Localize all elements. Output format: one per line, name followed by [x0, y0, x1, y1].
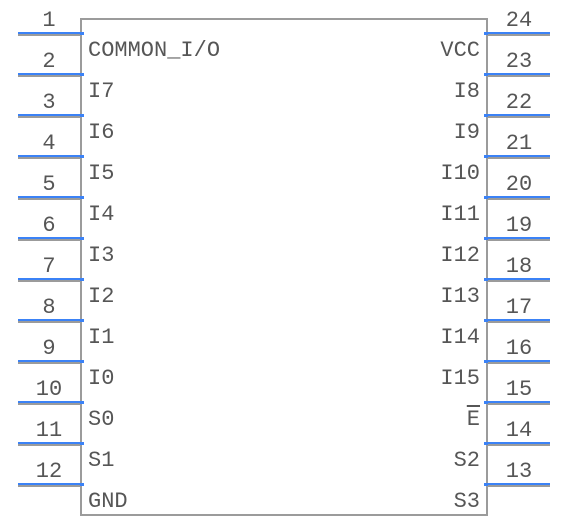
pin-underline	[18, 116, 80, 118]
pin-underline	[488, 280, 550, 282]
pin-number: 13	[488, 459, 550, 484]
pin-underline	[18, 239, 80, 241]
pin-underline	[488, 116, 550, 118]
pin-label: S3	[454, 489, 480, 514]
pin-underline	[488, 239, 550, 241]
pin-label: I12	[440, 243, 480, 268]
pin-label: I0	[88, 366, 114, 391]
pin-label: I4	[88, 202, 114, 227]
pin-label: S0	[88, 407, 114, 432]
pin-label: I13	[440, 284, 480, 309]
pin-underline	[18, 157, 80, 159]
pin-label: I8	[454, 79, 480, 104]
pin-label: S1	[88, 448, 114, 473]
pin-underline	[18, 485, 80, 487]
pin-number: 24	[488, 8, 550, 33]
pin-number: 11	[18, 418, 80, 443]
pin-underline	[18, 403, 80, 405]
pin-number: 4	[18, 131, 80, 156]
pin-underline	[18, 198, 80, 200]
pin-label: I11	[440, 202, 480, 227]
pin-label: I9	[454, 120, 480, 145]
pin-number: 23	[488, 49, 550, 74]
pin-number: 9	[18, 336, 80, 361]
pin-number: 6	[18, 213, 80, 238]
pin-number: 14	[488, 418, 550, 443]
pin-underline	[18, 34, 80, 36]
pin-underline	[488, 485, 550, 487]
pin-number: 22	[488, 90, 550, 115]
pin-label: I2	[88, 284, 114, 309]
pin-number: 20	[488, 172, 550, 197]
pin-label: GND	[88, 489, 128, 514]
pin-number: 7	[18, 254, 80, 279]
pin-number: 12	[18, 459, 80, 484]
pin-underline	[488, 34, 550, 36]
pin-underline	[488, 403, 550, 405]
pin-label: I6	[88, 120, 114, 145]
pin-underline	[18, 444, 80, 446]
pin-label: E	[467, 407, 480, 432]
pin-underline	[18, 280, 80, 282]
pin-number: 3	[18, 90, 80, 115]
pin-underline	[18, 75, 80, 77]
pin-number: 15	[488, 377, 550, 402]
pin-number: 17	[488, 295, 550, 320]
pin-label: S2	[454, 448, 480, 473]
pin-underline	[18, 321, 80, 323]
pin-underline	[488, 198, 550, 200]
pin-number: 5	[18, 172, 80, 197]
pin-label: I1	[88, 325, 114, 350]
pin-number: 18	[488, 254, 550, 279]
pin-underline	[488, 157, 550, 159]
pin-underline	[488, 362, 550, 364]
pin-number: 19	[488, 213, 550, 238]
pin-label: I14	[440, 325, 480, 350]
chip-body	[80, 18, 488, 516]
pin-label: COMMON_I/O	[88, 38, 220, 63]
pin-number: 10	[18, 377, 80, 402]
pin-label: I7	[88, 79, 114, 104]
pin-number: 1	[18, 8, 80, 33]
pin-underline	[18, 362, 80, 364]
pin-label: I15	[440, 366, 480, 391]
pin-underline	[488, 444, 550, 446]
pin-number: 21	[488, 131, 550, 156]
pin-number: 2	[18, 49, 80, 74]
pin-label: I3	[88, 243, 114, 268]
pin-label: I5	[88, 161, 114, 186]
pin-number: 16	[488, 336, 550, 361]
pin-label: VCC	[440, 38, 480, 63]
pin-underline	[488, 75, 550, 77]
pin-underline	[488, 321, 550, 323]
pin-label: I10	[440, 161, 480, 186]
pin-number: 8	[18, 295, 80, 320]
